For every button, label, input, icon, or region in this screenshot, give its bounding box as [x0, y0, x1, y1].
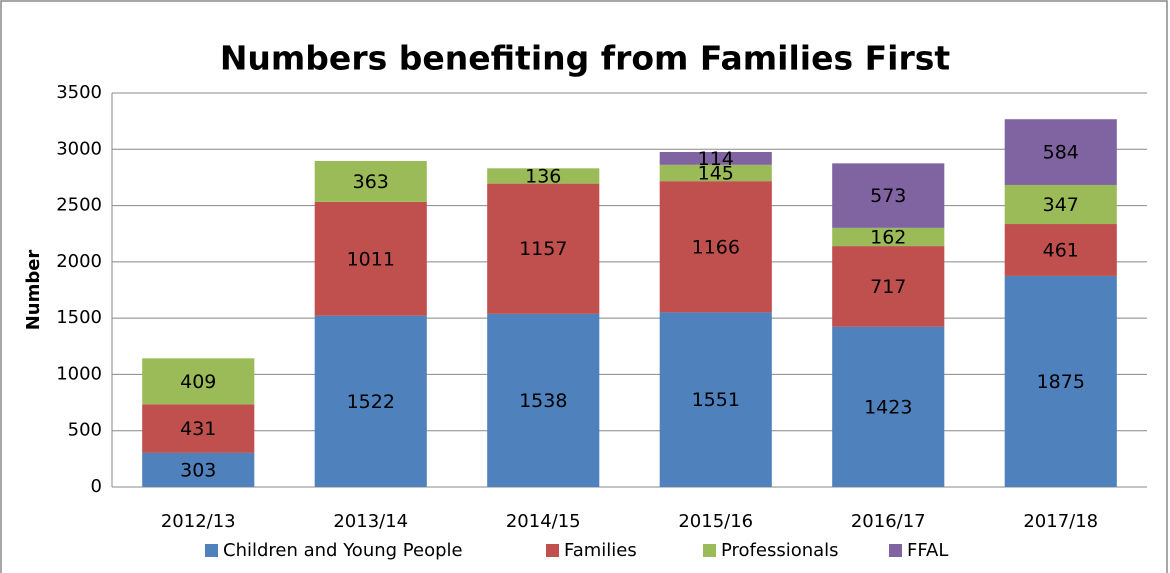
x-tick-label: 2017/18: [1023, 511, 1098, 532]
y-tick-label: 2000: [56, 251, 102, 272]
data-label: 584: [1043, 142, 1079, 164]
data-label: 347: [1043, 194, 1079, 216]
legend-swatch: [703, 544, 716, 557]
data-label: 573: [870, 185, 906, 207]
data-label: 114: [698, 148, 734, 170]
legend-label: Professionals: [721, 540, 839, 561]
data-label: 1538: [519, 390, 567, 412]
data-label: 1011: [347, 248, 395, 270]
y-tick-label: 2500: [56, 195, 102, 216]
bar-segment: [142, 358, 255, 405]
bar-segment: [487, 313, 600, 487]
data-label: 363: [353, 171, 389, 193]
data-label: 1157: [519, 238, 567, 260]
y-tick-label: 3500: [56, 82, 102, 103]
x-tick-label: 2014/15: [506, 511, 581, 532]
bar-segment: [142, 404, 255, 453]
legend-swatch: [546, 544, 559, 557]
data-label: 461: [1043, 239, 1079, 261]
bar-segment: [832, 163, 945, 228]
data-label: 303: [180, 459, 216, 481]
y-tick-label: 1000: [56, 363, 102, 384]
bar-segment: [832, 246, 945, 327]
data-label: 1522: [347, 391, 395, 413]
data-label: 409: [180, 371, 216, 393]
data-label: 717: [870, 276, 906, 298]
legend-swatch: [205, 544, 218, 557]
x-tick-label: 2016/17: [851, 511, 926, 532]
bar-segment: [487, 168, 600, 184]
y-tick-label: 3000: [56, 138, 102, 159]
bar-segment: [659, 151, 772, 165]
legend-label: FFAL: [907, 540, 948, 561]
bar-segment: [1004, 184, 1117, 225]
data-label: 1166: [692, 236, 740, 258]
chart-title: Numbers benefiting from Families First: [220, 39, 951, 78]
y-tick-label: 1500: [56, 307, 102, 328]
x-tick-label: 2012/13: [161, 511, 236, 532]
bar-segment: [142, 452, 255, 487]
bar-segment: [832, 326, 945, 487]
bar-segment: [832, 227, 945, 247]
bar-segment: [1004, 119, 1117, 185]
data-label: 162: [870, 226, 906, 248]
data-label: 1551: [692, 389, 740, 411]
data-label: 136: [525, 165, 561, 187]
bar-segment: [1004, 275, 1117, 487]
data-label: 1875: [1037, 371, 1085, 393]
bar-segment: [487, 183, 600, 314]
y-tick-label: 0: [91, 476, 102, 497]
bar-segment: [314, 160, 427, 202]
bar-segment: [314, 315, 427, 487]
x-tick-label: 2015/16: [678, 511, 753, 532]
bar-segment: [659, 181, 772, 313]
legend-label: Families: [564, 540, 637, 561]
bar-segment: [659, 164, 772, 182]
y-tick-label: 500: [68, 420, 102, 441]
data-label: 431: [180, 418, 216, 440]
legend-swatch: [889, 544, 902, 557]
legend-label: Children and Young People: [223, 540, 463, 561]
bar-segment: [659, 312, 772, 487]
bar-segment: [314, 201, 427, 316]
y-axis-label: Number: [23, 250, 44, 331]
bar-segment: [1004, 224, 1117, 276]
data-label: 1423: [864, 396, 912, 418]
x-tick-label: 2013/14: [333, 511, 408, 532]
data-label: 145: [698, 162, 734, 184]
